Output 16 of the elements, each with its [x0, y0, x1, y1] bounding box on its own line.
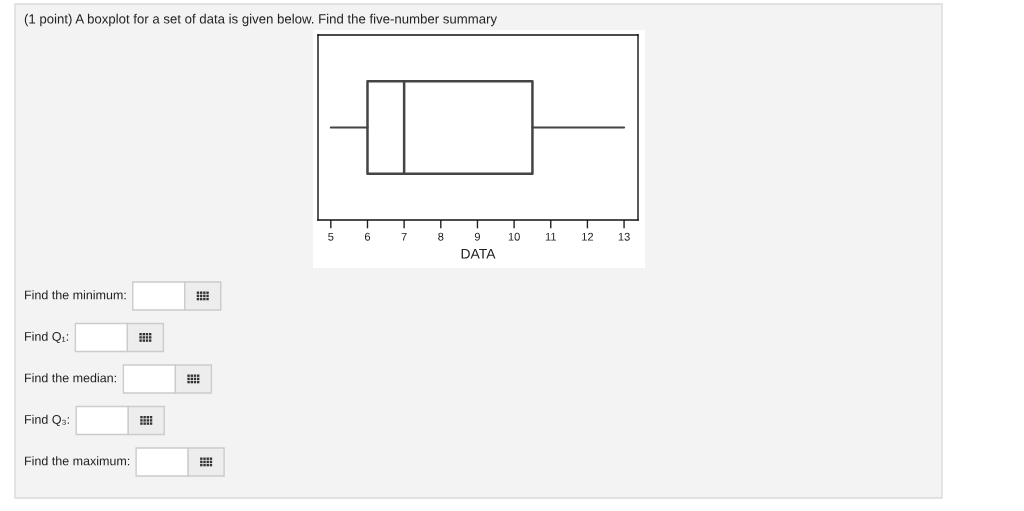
- x-tick-label: 13: [618, 232, 630, 241]
- x-tick-label: 5: [328, 232, 334, 241]
- x-tick-label: 9: [474, 232, 481, 241]
- x-tick-label: 10: [508, 232, 520, 241]
- text: Find the maximum:: [25, 456, 130, 466]
- x-tick-label: 8: [438, 232, 444, 241]
- text: Find the minimum:: [25, 290, 126, 300]
- x-tick-label: 7: [401, 232, 407, 241]
- x-tick-label: 12: [582, 232, 594, 241]
- text: Find Q₁:: [25, 331, 69, 344]
- x-axis-title: DATA: [461, 248, 496, 259]
- x-tick-label: 6: [364, 232, 371, 241]
- x-tick-label: 11: [545, 232, 556, 241]
- text: Find Q₃:: [25, 414, 69, 427]
- text: Find the median:: [25, 373, 116, 383]
- chart-title: (1 point) A boxplot for a set of data is given below. Find the five-number summary: [24, 13, 498, 27]
